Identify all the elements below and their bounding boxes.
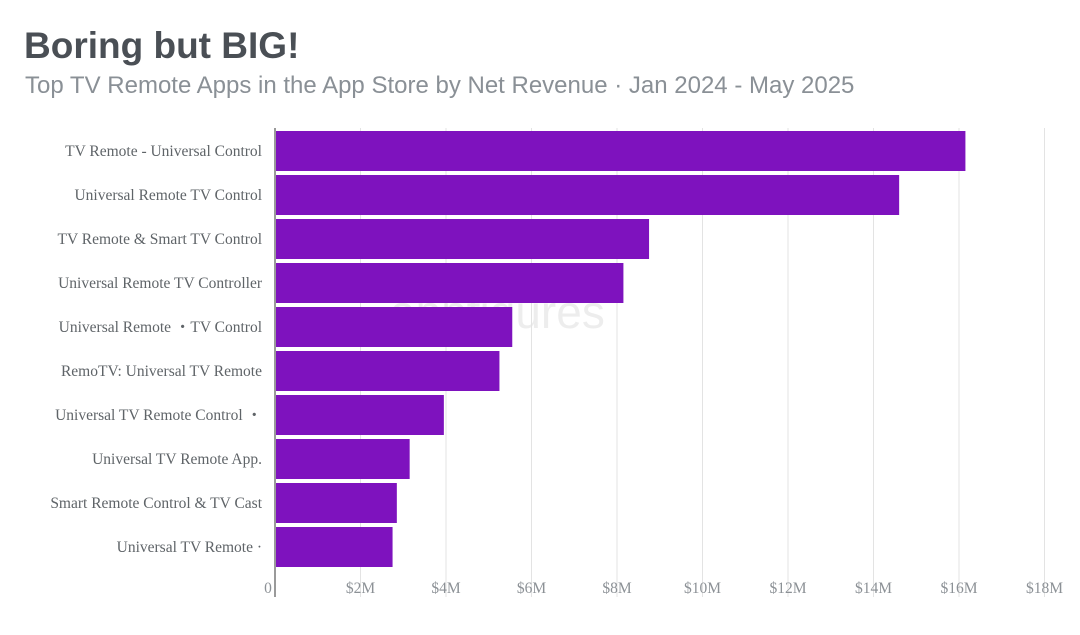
- category-label: Smart Remote Control & TV Cast: [50, 495, 262, 512]
- x-tick-label: 0: [264, 580, 272, 597]
- category-label: Universal TV Remote App.: [92, 451, 262, 468]
- category-label: Universal Remote TV Controller: [58, 275, 263, 292]
- bar[interactable]: [275, 131, 966, 171]
- x-tick-label: $16M: [940, 580, 977, 597]
- bar[interactable]: [275, 351, 500, 391]
- chart-subtitle: Top TV Remote Apps in the App Store by N…: [25, 72, 855, 99]
- x-tick-label: $8M: [602, 580, 632, 597]
- x-axis-tick-labels: 0 $2M $4M $6M $8M $10M $12M $14M $16M $18M: [264, 580, 1063, 597]
- bar[interactable]: [275, 395, 444, 435]
- category-label: Universal Remote TV Control: [74, 187, 262, 204]
- category-label: TV Remote - Universal Control: [65, 143, 262, 160]
- category-label: Universal Remote ・TV Control: [59, 319, 262, 336]
- x-tick-label: $10M: [684, 580, 721, 597]
- bar[interactable]: [275, 527, 393, 567]
- x-tick-label: $4M: [431, 580, 461, 597]
- chart-title: Boring but BIG!: [24, 25, 300, 66]
- bar[interactable]: [275, 219, 650, 259]
- x-tick-label: $2M: [346, 580, 376, 597]
- bar[interactable]: [275, 439, 410, 479]
- category-labels: TV Remote - Universal Control Universal R…: [50, 143, 263, 556]
- category-label: RemoTV: Universal TV Remote: [61, 363, 262, 380]
- bar[interactable]: [275, 307, 513, 347]
- bar[interactable]: [275, 263, 624, 303]
- x-tick-label: $6M: [517, 580, 547, 597]
- x-tick-label: $12M: [769, 580, 806, 597]
- category-label: Universal TV Remote ·: [117, 539, 262, 556]
- x-tick-label: $14M: [855, 580, 892, 597]
- x-tick-label: $18M: [1026, 580, 1063, 597]
- bar[interactable]: [275, 483, 397, 523]
- category-label: TV Remote & Smart TV Control: [57, 231, 262, 248]
- bars: [275, 131, 966, 567]
- bar[interactable]: [275, 175, 900, 215]
- category-label: Universal TV Remote Control ・: [55, 407, 262, 424]
